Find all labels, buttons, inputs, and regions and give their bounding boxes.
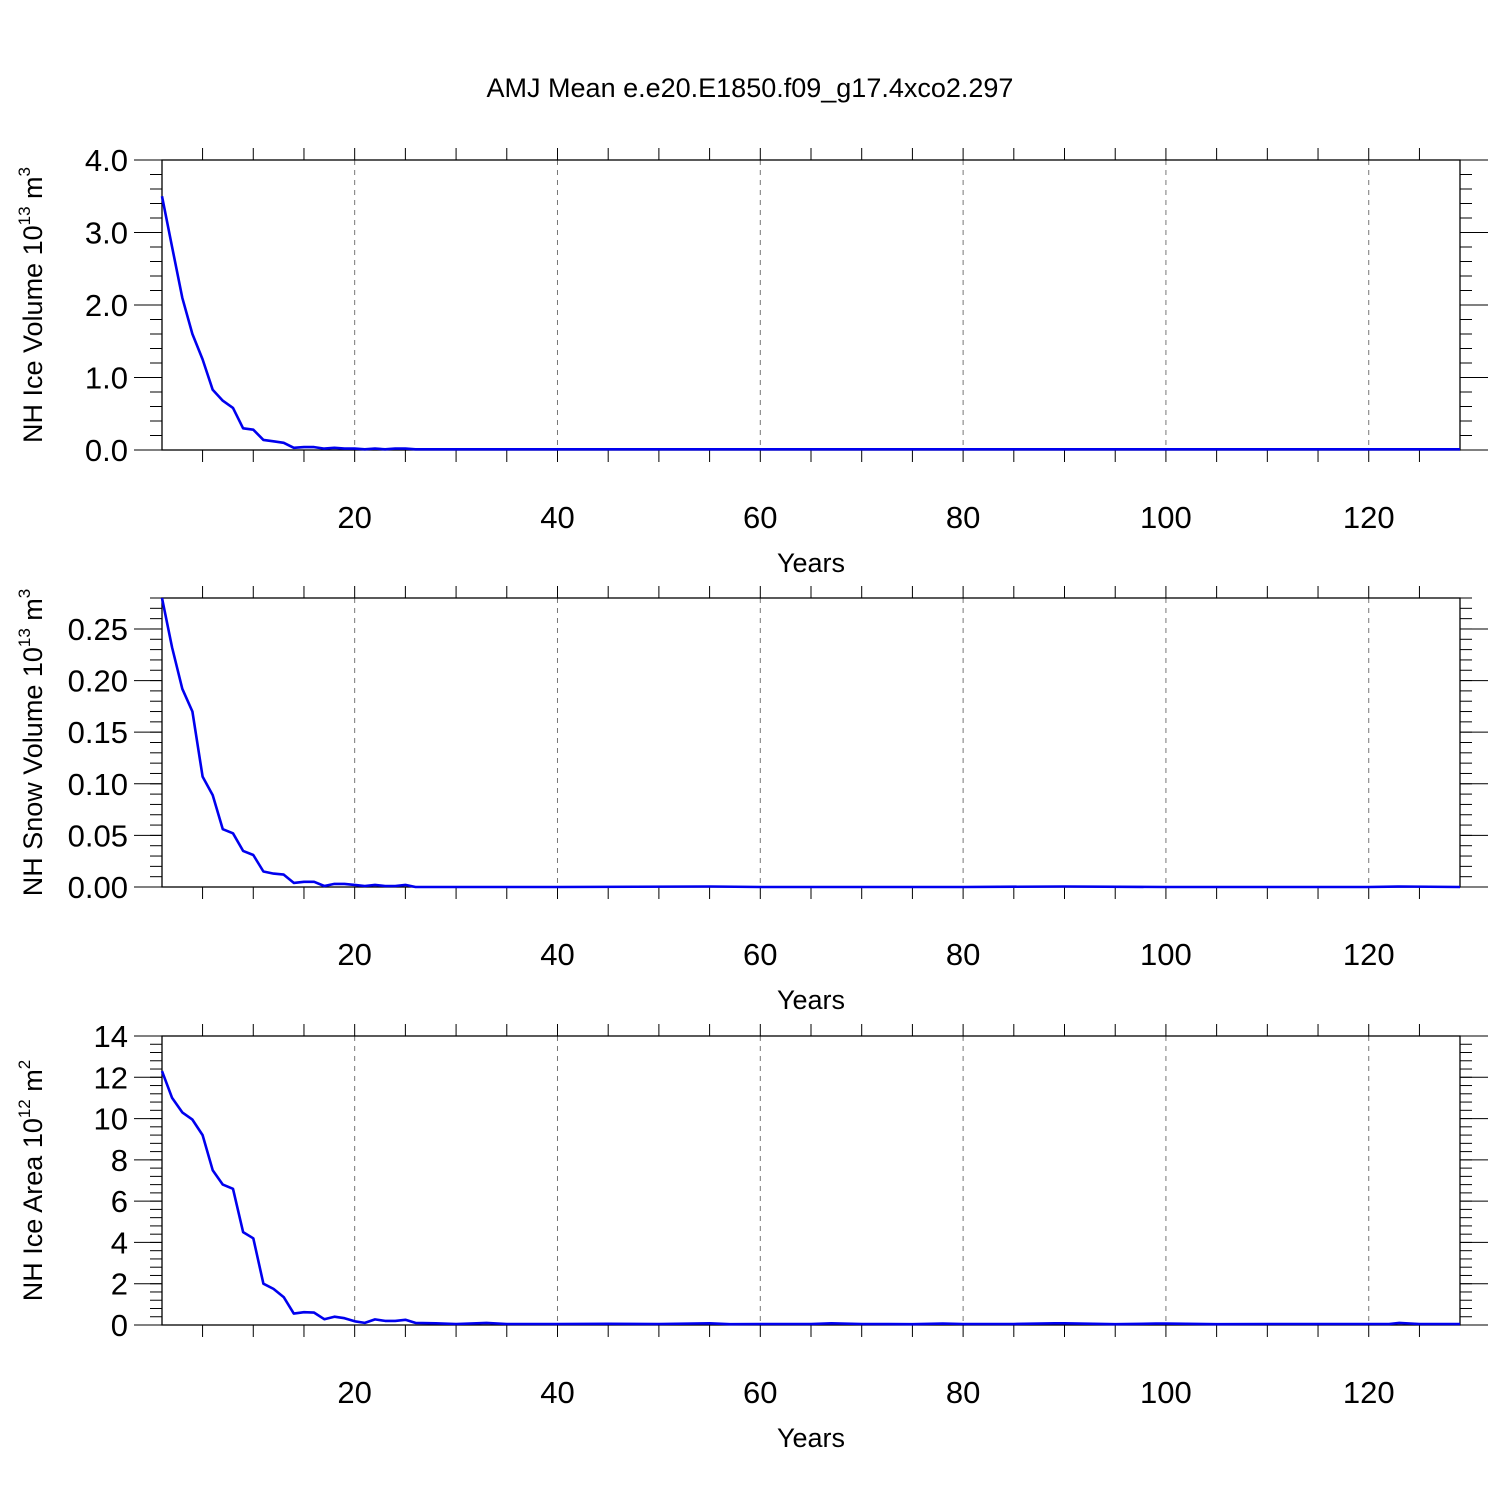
y-axis-label: NH Ice Area 1012 m2 xyxy=(15,1060,48,1301)
y-tick-label: 6 xyxy=(111,1184,128,1219)
x-tick-label: 40 xyxy=(540,1375,574,1410)
y-tick-label: 10 xyxy=(94,1102,128,1137)
x-tick-label: 100 xyxy=(1140,1375,1192,1410)
y-tick-label: 8 xyxy=(111,1143,128,1178)
y-tick-label: 0.0 xyxy=(85,433,128,468)
x-tick-label: 60 xyxy=(743,937,777,972)
x-tick-label: 60 xyxy=(743,1375,777,1410)
x-tick-label: 120 xyxy=(1343,937,1395,972)
y-tick-label: 0.00 xyxy=(68,870,128,905)
y-axis-label: NH Ice Volume 1013 m3 xyxy=(15,167,48,443)
y-tick-label: 0.10 xyxy=(68,767,128,802)
y-tick-label: 2 xyxy=(111,1267,128,1302)
y-tick-label: 0.15 xyxy=(68,715,128,750)
y-tick-label: 4.0 xyxy=(85,143,128,178)
x-axis-label: Years xyxy=(777,985,845,1015)
plot-frame xyxy=(161,159,1461,451)
panel-1: 0.0 1.0 2.0 3.0 4.0 20 40 60 80 100 120 Years NH Ice… xyxy=(15,143,1488,578)
x-tick-label: 20 xyxy=(337,500,371,535)
y-tick-label: 1.0 xyxy=(85,361,128,396)
x-tick-label: 100 xyxy=(1140,500,1192,535)
figure-title: AMJ Mean e.e20.E1850.f09_g17.4xco2.297 xyxy=(487,73,1014,103)
series-line xyxy=(160,597,1461,889)
x-tick-label: 120 xyxy=(1343,1375,1395,1410)
panel-2: 0.00 0.05 0.10 0.15 0.20 0.25 20 40 60 80 100 120 Ye… xyxy=(15,586,1488,1015)
x-tick-label: 20 xyxy=(337,1375,371,1410)
y-axis-label: NH Snow Volume 1013 m3 xyxy=(15,589,48,897)
x-tick-label: 20 xyxy=(337,937,371,972)
y-tick-label: 3.0 xyxy=(85,216,128,251)
plot-frame xyxy=(161,597,1461,888)
plot-frame xyxy=(161,1035,1461,1326)
x-tick-label: 80 xyxy=(946,937,980,972)
y-tick-label: 0.05 xyxy=(68,818,128,853)
x-tick-label: 40 xyxy=(540,937,574,972)
y-tick-label: 0 xyxy=(111,1308,128,1343)
x-tick-label: 120 xyxy=(1343,500,1395,535)
x-tick-label: 60 xyxy=(743,500,777,535)
x-tick-label: 80 xyxy=(946,500,980,535)
y-tick-label: 0.20 xyxy=(68,664,128,699)
series-line xyxy=(160,196,1460,451)
y-tick-label: 4 xyxy=(111,1225,128,1260)
y-tick-label: 0.25 xyxy=(68,612,128,647)
series-line xyxy=(160,1070,1460,1326)
x-tick-label: 40 xyxy=(540,500,574,535)
y-tick-label: 2.0 xyxy=(85,288,128,323)
x-axis-label: Years xyxy=(777,1423,845,1453)
y-tick-label: 14 xyxy=(94,1019,128,1054)
x-axis-label: Years xyxy=(777,548,845,578)
x-tick-label: 100 xyxy=(1140,937,1192,972)
panel-3: 0 2 4 6 8 10 12 14 20 40 60 80 100 120 Years NH Ice Are… xyxy=(15,1019,1488,1453)
x-tick-label: 80 xyxy=(946,1375,980,1410)
y-tick-label: 12 xyxy=(94,1060,128,1095)
